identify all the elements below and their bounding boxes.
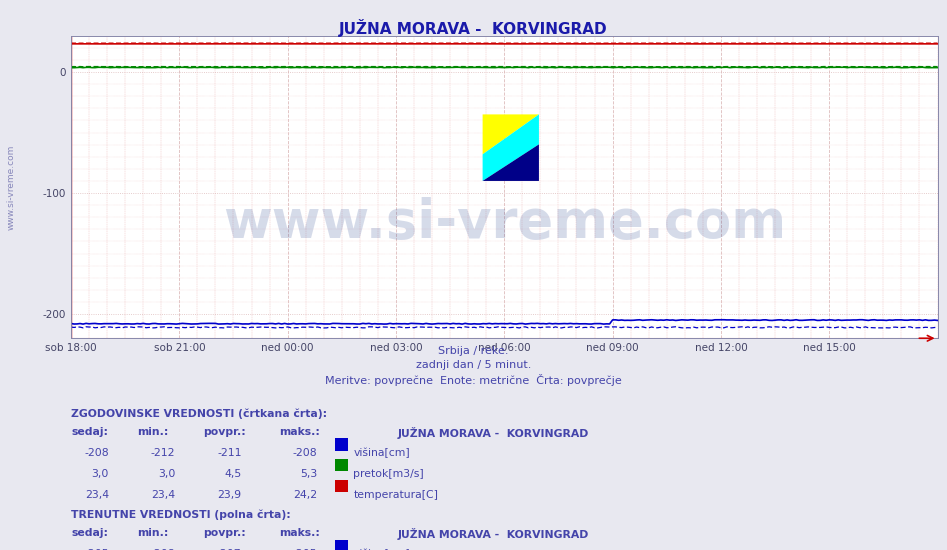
Text: 23,4: 23,4 [152, 490, 175, 499]
Text: višina[cm]: višina[cm] [353, 549, 410, 550]
Text: 24,2: 24,2 [294, 490, 317, 499]
Polygon shape [483, 114, 539, 181]
Text: maks.:: maks.: [279, 528, 320, 538]
Text: -208: -208 [293, 448, 317, 458]
Text: min.:: min.: [137, 427, 169, 437]
Text: 5,3: 5,3 [300, 469, 317, 478]
Text: -205: -205 [293, 549, 317, 550]
Text: TRENUTNE VREDNOSTI (polna črta):: TRENUTNE VREDNOSTI (polna črta): [71, 509, 291, 520]
Text: zadnji dan / 5 minut.: zadnji dan / 5 minut. [416, 360, 531, 370]
Text: -208: -208 [84, 448, 109, 458]
Text: višina[cm]: višina[cm] [353, 448, 410, 458]
Text: sedaj:: sedaj: [71, 528, 108, 538]
Text: Meritve: povprečne  Enote: metrične  Črta: povprečje: Meritve: povprečne Enote: metrične Črta:… [325, 374, 622, 386]
Polygon shape [483, 114, 539, 155]
Text: JUŽNA MORAVA -  KORVINGRAD: JUŽNA MORAVA - KORVINGRAD [339, 19, 608, 37]
Text: Srbija / reke.: Srbija / reke. [438, 346, 509, 356]
Polygon shape [483, 144, 539, 181]
Text: www.si-vreme.com: www.si-vreme.com [7, 144, 16, 230]
Text: sedaj:: sedaj: [71, 427, 108, 437]
Text: -211: -211 [217, 448, 241, 458]
Text: povpr.:: povpr.: [204, 528, 246, 538]
Text: 4,5: 4,5 [224, 469, 241, 478]
Text: temperatura[C]: temperatura[C] [353, 490, 438, 499]
Text: -208: -208 [151, 549, 175, 550]
Text: maks.:: maks.: [279, 427, 320, 437]
Text: min.:: min.: [137, 528, 169, 538]
Text: 23,9: 23,9 [218, 490, 241, 499]
Text: ZGODOVINSKE VREDNOSTI (črtkana črta):: ZGODOVINSKE VREDNOSTI (črtkana črta): [71, 408, 327, 419]
Text: -212: -212 [151, 448, 175, 458]
Text: pretok[m3/s]: pretok[m3/s] [353, 469, 424, 478]
Text: -207: -207 [217, 549, 241, 550]
Text: 3,0: 3,0 [158, 469, 175, 478]
Text: www.si-vreme.com: www.si-vreme.com [223, 197, 786, 249]
Text: JUŽNA MORAVA -  KORVINGRAD: JUŽNA MORAVA - KORVINGRAD [398, 427, 589, 439]
Text: povpr.:: povpr.: [204, 427, 246, 437]
Text: 3,0: 3,0 [92, 469, 109, 478]
Text: JUŽNA MORAVA -  KORVINGRAD: JUŽNA MORAVA - KORVINGRAD [398, 528, 589, 540]
Text: -205: -205 [84, 549, 109, 550]
Text: 23,4: 23,4 [85, 490, 109, 499]
